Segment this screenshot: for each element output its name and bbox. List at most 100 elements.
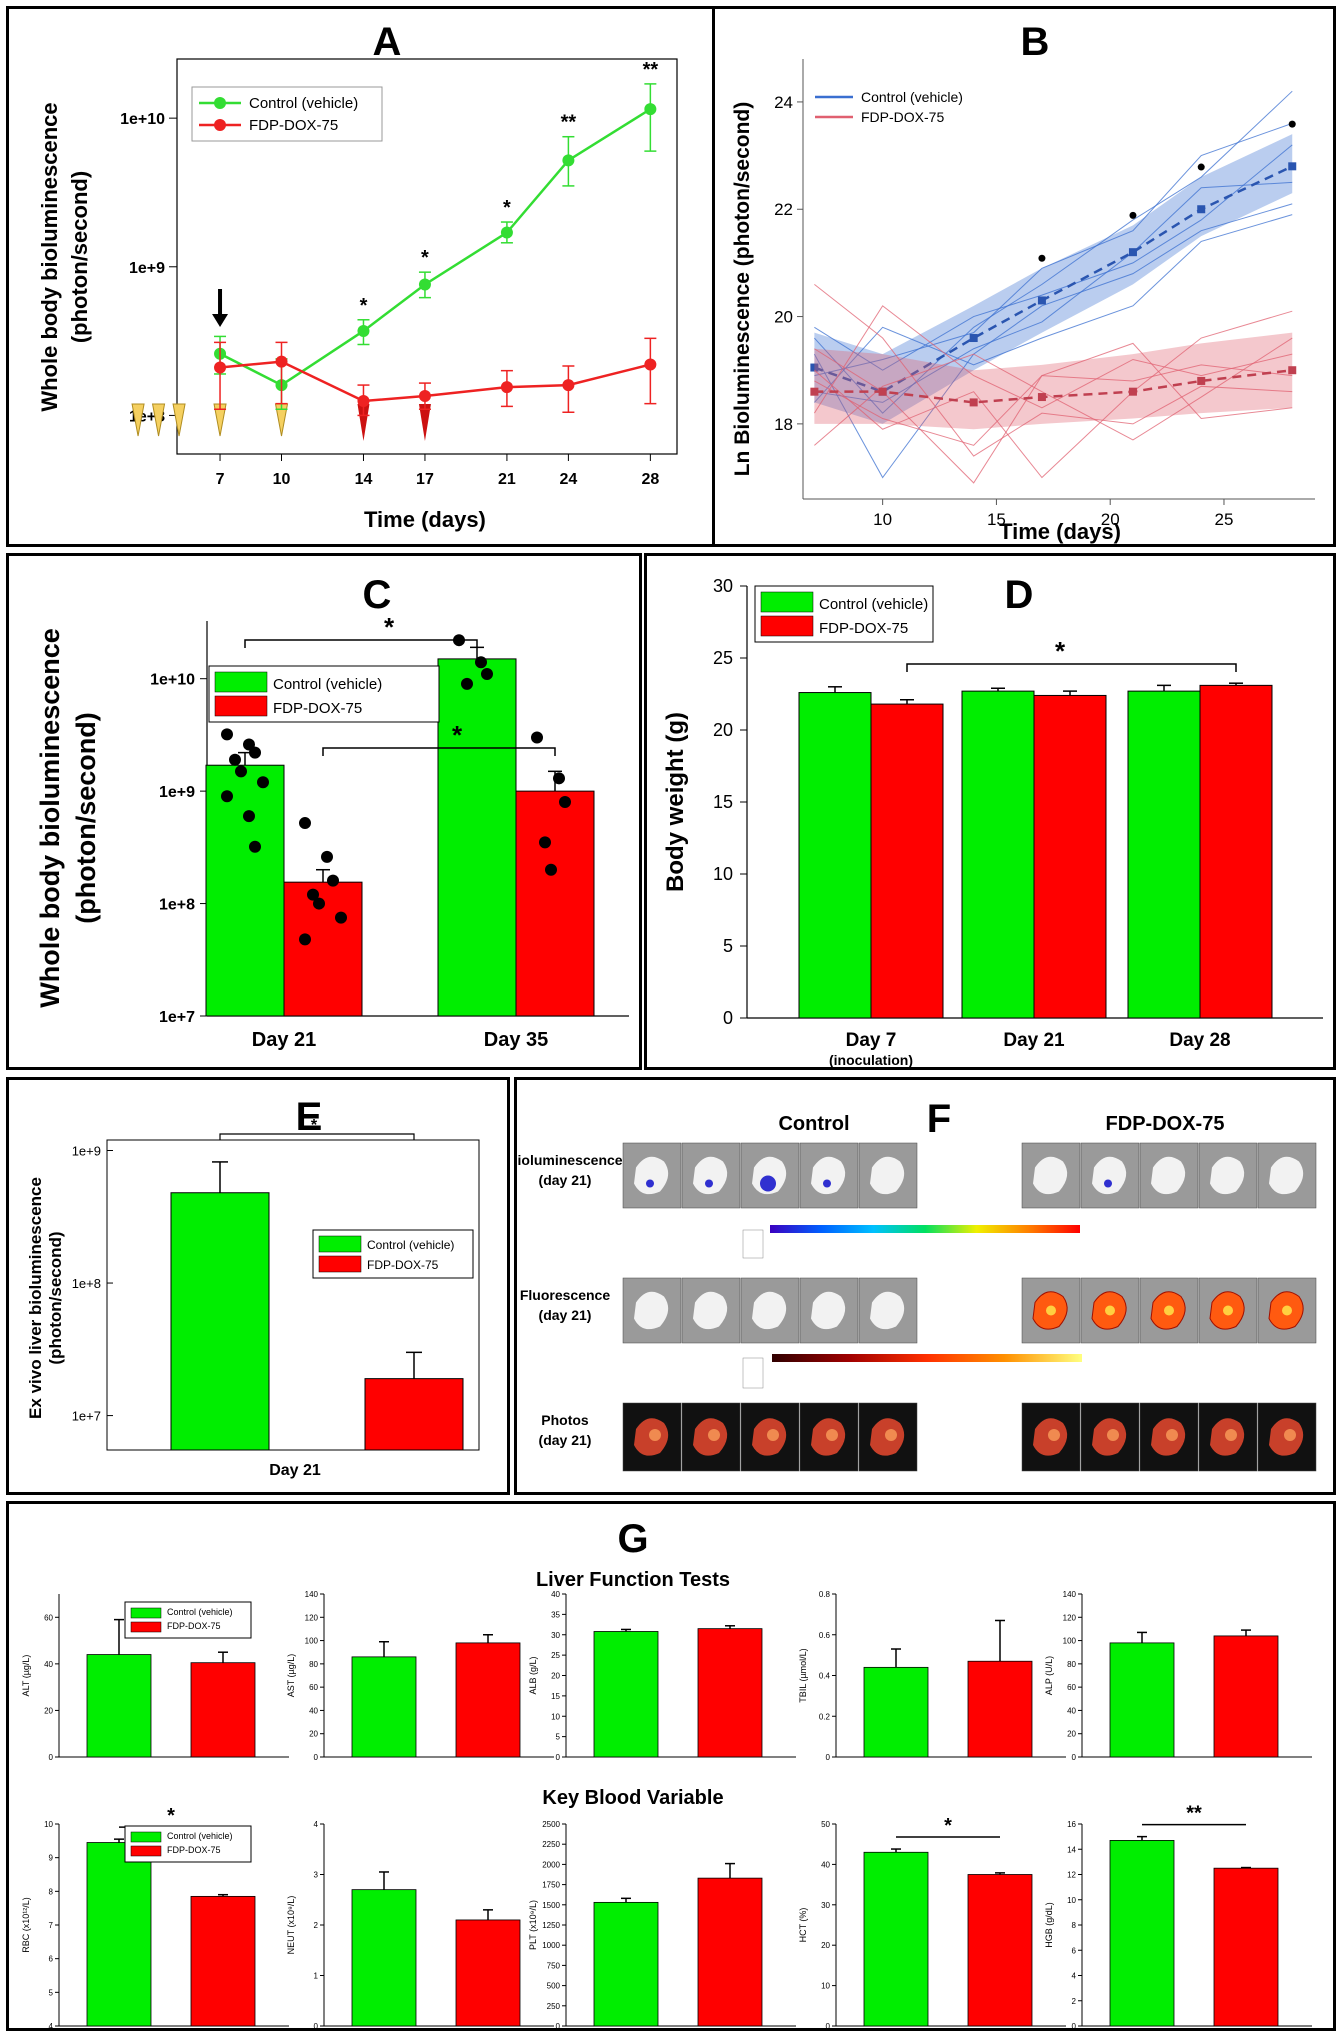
panel-c-bar-0 [205,764,285,1017]
panel-g-ytick-label: 10 [44,1820,53,1829]
panel-d-bar-0 [798,692,872,1019]
panel-g-bar-1 [967,1874,1033,2027]
panel-a-series-0-line [219,108,652,387]
panel-c-point-1 [313,897,325,910]
panel-g-ytick-label: 80 [309,1660,318,1669]
panel-g-ytick-label: 40 [1067,1706,1076,1715]
panel-g-significance: * [167,1805,175,1827]
panel-f-organ-1-0 [634,1291,669,1330]
panel-a-legend-label: Control (vehicle) [249,95,358,112]
panel-f-organ-0-1 [1033,1156,1068,1195]
panel-g-ytick-label: 2500 [542,1820,560,1829]
panel-e-ylabel: (photon/second) [46,1231,65,1364]
panel-c-point-0 [461,677,473,690]
panel-a-xlabel: Time (days) [364,507,486,532]
panel-g-ytick-label: 2 [1072,1997,1077,2006]
panel-d-ytick-label: 25 [713,648,733,668]
panel-f-photo-highlight [1107,1429,1119,1441]
panel-g-bar-1 [455,1919,521,2027]
panel-g-bar-0 [593,1901,659,2027]
panel-c-point-1 [307,888,319,901]
panel-e-ytick-label: 1e+8 [72,1276,101,1291]
panel-f-organ-1-0 [752,1291,787,1330]
panel-g-ylabel: NEUT (x10⁹/L) [286,1896,296,1955]
panel-c-legend-label: FDP-DOX-75 [273,700,362,717]
panel-g-ytick-label: 140 [305,1590,319,1599]
panel-g-ytick-label: 50 [821,1820,830,1829]
panel-g-ytick-label: 4 [1072,1972,1077,1981]
panel-f-organ-0-0 [811,1156,846,1195]
panel-c-ytick-label: 1e+7 [159,1009,195,1026]
panel-c-point-0 [221,790,233,803]
panel-a-black-arrowhead [212,314,229,327]
panel-c-ytick-label: 1e+8 [159,897,195,914]
panel-g-ytick-label: 20 [551,1672,560,1681]
panel-g-ylabel: HCT (%) [798,1908,808,1943]
panel-g-ytick-label: 60 [1067,1683,1076,1692]
panel-a-legend-label: FDP-DOX-75 [249,117,338,134]
panel-g-ytick-label: 120 [1063,1613,1077,1622]
panel-f: F Control FDP-DOX-75 Bioluminescence (day 21… [514,1077,1336,1495]
panel-c-point-1 [559,796,571,809]
panel-f-letter: F [927,1097,951,1141]
panel-c-xtick-label: Day 21 [252,1029,317,1051]
panel-f-photo-highlight [1225,1429,1237,1441]
panel-g-ytick-label: 60 [309,1683,318,1692]
panel-f-fluor-core [1223,1305,1233,1316]
panel-a-significance: * [421,247,429,269]
panel-f-photo-highlight [649,1429,661,1441]
panel-g-bar-1 [190,1662,256,1758]
panel-c-point-0 [257,776,269,789]
panel-g-bar-1 [190,1895,256,2027]
panel-c-point-0 [235,765,247,778]
panel-g-top-legend-swatch [130,1607,162,1619]
panel-c-letter: C [363,573,392,617]
panel-f-fluor-core [1046,1305,1056,1316]
panel-g-ytick-label: 0 [556,1753,561,1762]
panel-b-series-1-point [969,398,978,407]
panel-f-photo-highlight [826,1429,838,1441]
panel-a-series-1-point [644,358,657,371]
panel-a-red-arrow [357,404,370,441]
panel-g-top-legend-label: Control (vehicle) [167,1607,233,1617]
panel-g-significance: ** [1186,1803,1202,1825]
panel-g-bar-1 [967,1660,1033,1758]
panel-g-ytick-label: 6 [49,1955,54,1964]
panel-e-legend-label: FDP-DOX-75 [367,1258,439,1272]
panel-a-red-arrow [418,404,431,441]
panel-f-row-label: (day 21) [539,1432,592,1448]
panel-g-ylabel: ALT (µg/L) [21,1655,31,1697]
panel-c-legend-swatch [214,671,268,693]
panel-f-organ-1-0 [811,1291,846,1330]
panel-g-ytick-label: 12 [1067,1871,1076,1880]
panel-g-ytick-label: 1 [314,1972,319,1981]
panel-c-significance: * [452,720,463,750]
panel-f-organ-0-1 [1151,1156,1186,1195]
panel-g-ytick-label: 0 [1072,1753,1077,1762]
panel-d-ytick-label: 30 [713,576,733,596]
panel-b-xlabel: Time (days) [999,519,1121,544]
panel-g-ytick-label: 120 [305,1613,319,1622]
panel-c-point-1 [299,933,311,946]
panel-b-series-1-trace [814,337,1293,446]
panel-g-top-legend-label: FDP-DOX-75 [167,1621,221,1631]
panel-b-series-0-point [969,334,978,343]
panel-b-ylabel: Ln Bioluminescence (photon/second) [731,102,754,477]
panel-a-series-1-point [500,381,513,394]
panel-a-series-0-point [644,103,657,116]
panel-g-ytick-label: 10 [1067,1896,1076,1905]
panel-g-ytick-label: 80 [1067,1660,1076,1669]
panel-b-series-1-point [1037,393,1046,402]
panel-d-xtick-label: Day 21 [1003,1030,1065,1051]
panel-g-ytick-label: 250 [547,2002,561,2011]
panel-a-significance: ** [643,59,659,81]
panel-c-point-1 [327,874,339,887]
panel-e-ytick-label: 1e+7 [72,1409,101,1424]
panel-a-ylabel: Whole body bioluminescence [37,102,62,411]
panel-b-series-0-point [1197,205,1206,214]
panel-g-ytick-label: 20 [821,1941,830,1950]
panel-g-ytick-label: 750 [547,1961,561,1970]
panel-b-significance-dot [1197,163,1205,171]
panel-g-ytick-label: 1250 [542,1921,560,1930]
panel-g-bottom-legend-label: Control (vehicle) [167,1831,233,1841]
